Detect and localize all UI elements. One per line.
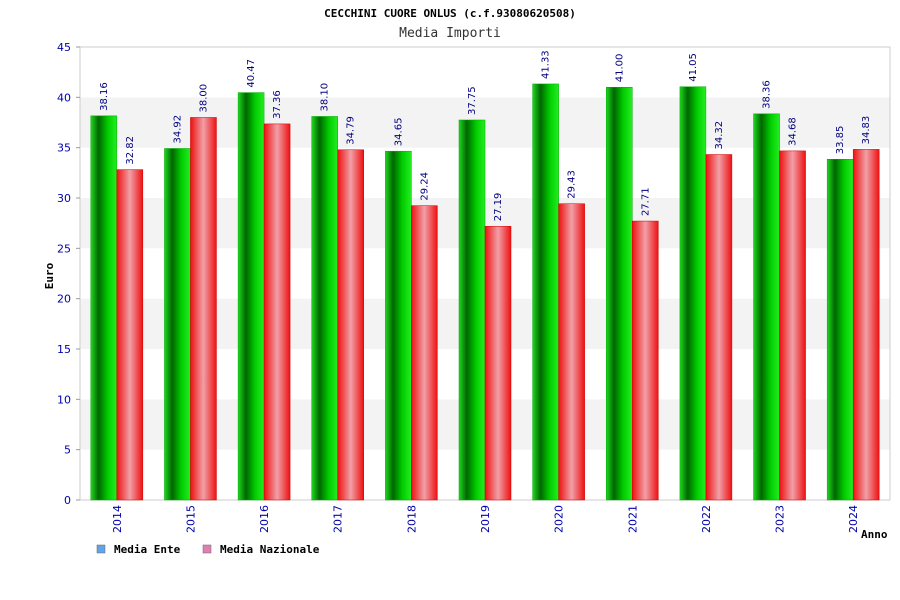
data-label: 41.05 [688, 53, 699, 82]
legend-label-media-ente: Media Ente [114, 543, 181, 556]
data-label: 33.85 [835, 126, 846, 155]
data-label: 27.19 [493, 193, 504, 222]
bar-media-ente-2019 [458, 119, 486, 501]
x-tick-label: 2015 [184, 505, 197, 533]
data-label: 38.10 [320, 83, 331, 112]
data-label: 41.00 [614, 54, 625, 83]
data-label: 34.79 [346, 116, 357, 145]
y-tick-label: 5 [64, 444, 71, 457]
data-label: 37.36 [272, 90, 283, 119]
bar-media-ente-2021 [606, 87, 633, 501]
bar-media-ente-2016 [237, 92, 265, 501]
data-label: 38.16 [99, 82, 110, 111]
x-tick-label: 2022 [700, 505, 713, 533]
bar-media-nazionale-2020 [558, 203, 585, 501]
legend-swatch-media-nazionale [202, 544, 212, 554]
y-tick-label: 30 [57, 192, 71, 205]
x-tick-label: 2017 [332, 505, 345, 533]
x-tick-label: 2021 [626, 505, 639, 533]
data-label: 29.24 [419, 172, 430, 201]
data-label: 38.00 [198, 84, 209, 113]
data-label: 37.75 [467, 86, 478, 115]
data-label: 34.92 [172, 115, 183, 144]
data-labels: 38.16 32.82 34.92 38.00 40.47 37.36 38.10 34.79… [99, 50, 872, 221]
data-label: 34.83 [861, 116, 872, 145]
bar-media-ente-2017 [311, 116, 338, 501]
data-label: 34.65 [393, 118, 404, 147]
bar-media-ente-2015 [164, 148, 191, 501]
bar-media-nazionale-2016 [263, 123, 291, 501]
bar-media-nazionale-2019 [484, 226, 512, 501]
bar-media-nazionale-2014 [116, 169, 144, 501]
x-axis-label: Anno [861, 528, 888, 541]
y-tick-label: 40 [57, 91, 71, 104]
bar-media-ente-2024 [826, 158, 854, 501]
y-tick-label: 0 [64, 494, 71, 507]
y-tick-label: 15 [57, 343, 71, 356]
legend-swatch-media-ente [96, 544, 106, 554]
y-axis: 0 5 10 15 20 25 30 35 40 45 [57, 41, 80, 507]
legend: Media Ente Media Nazionale [96, 543, 320, 556]
y-tick-label: 10 [57, 393, 71, 406]
data-label: 40.47 [246, 59, 257, 88]
x-tick-label: 2016 [258, 505, 271, 533]
x-tick-label: 2020 [553, 505, 566, 533]
x-tick-label: 2023 [774, 505, 787, 533]
bars [90, 83, 880, 501]
bar-media-nazionale-2022 [705, 154, 733, 501]
data-label: 34.68 [788, 117, 799, 146]
bar-media-ente-2020 [532, 83, 559, 501]
chart-title: CECCHINI CUORE ONLUS (c.f.93080620508) [324, 7, 576, 20]
bar-media-ente-2014 [90, 115, 118, 501]
bar-media-nazionale-2023 [779, 150, 806, 501]
x-axis: 2014 2015 2016 2017 2018 2019 2020 2021 2022 2023… [111, 505, 860, 533]
bar-media-nazionale-2018 [411, 205, 438, 501]
data-label: 41.33 [541, 50, 552, 79]
data-label: 32.82 [125, 136, 136, 165]
bar-media-nazionale-2015 [190, 117, 217, 501]
y-axis-label: Euro [43, 262, 56, 289]
x-tick-label: 2024 [847, 505, 860, 533]
y-tick-label: 35 [57, 142, 71, 155]
y-tick-label: 25 [57, 242, 71, 255]
x-tick-label: 2018 [405, 505, 418, 533]
data-label: 38.36 [762, 80, 773, 109]
grid-band [80, 47, 890, 98]
y-tick-label: 45 [57, 41, 71, 54]
bar-media-nazionale-2024 [852, 149, 880, 501]
bar-media-ente-2023 [753, 113, 780, 501]
bar-media-ente-2018 [385, 150, 412, 501]
x-tick-label: 2019 [479, 505, 492, 533]
bar-media-ente-2022 [679, 86, 707, 501]
data-label: 29.43 [567, 170, 578, 199]
data-label: 27.71 [640, 187, 651, 216]
bar-media-nazionale-2017 [337, 149, 364, 501]
y-tick-label: 20 [57, 293, 71, 306]
data-label: 34.32 [714, 121, 725, 150]
chart-subtitle: Media Importi [399, 26, 501, 41]
bar-media-nazionale-2021 [632, 220, 659, 501]
x-tick-label: 2014 [111, 505, 124, 533]
legend-label-media-nazionale: Media Nazionale [220, 543, 320, 556]
